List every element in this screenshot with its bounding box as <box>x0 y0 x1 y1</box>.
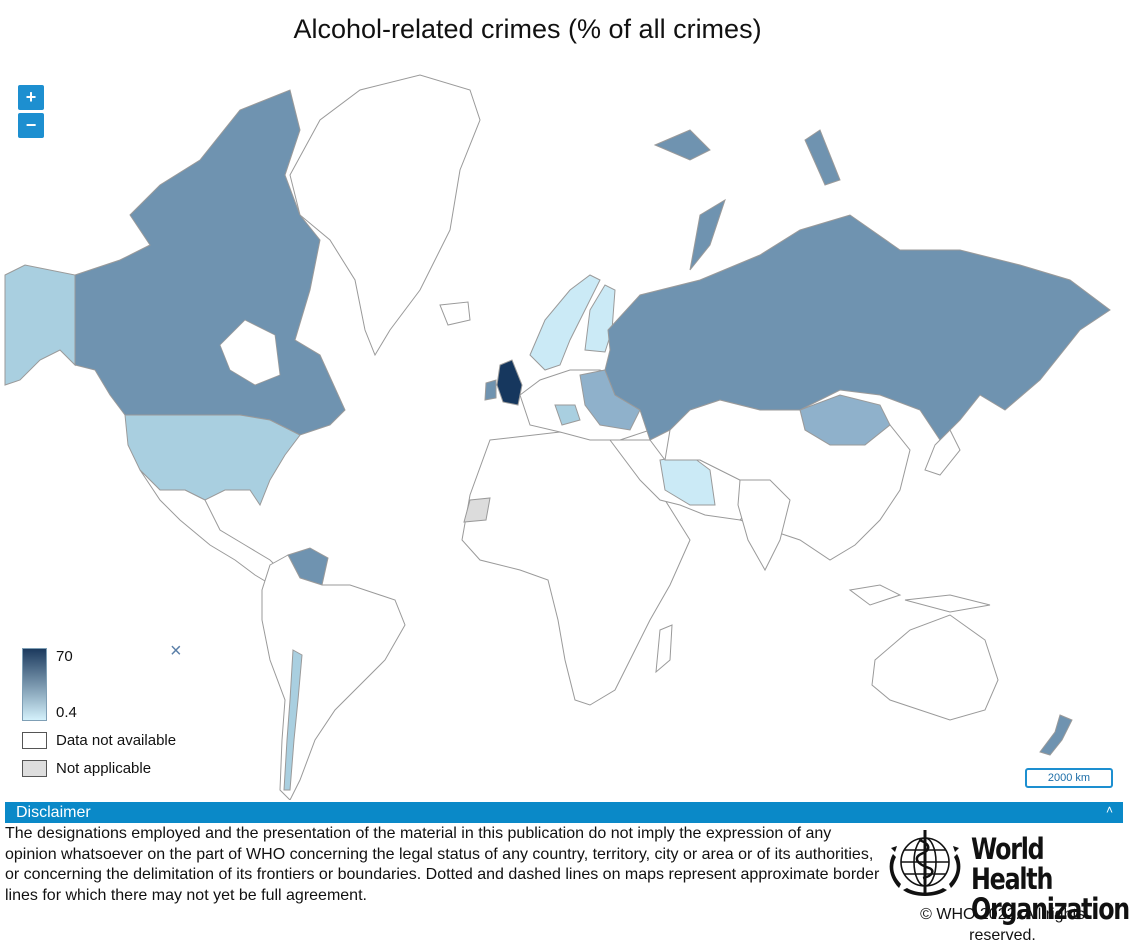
ireland <box>484 379 497 401</box>
greenland <box>289 74 481 357</box>
disclaimer-text: The designations employed and the presen… <box>5 825 880 904</box>
south-america <box>261 554 406 800</box>
south-east-asia <box>664 399 911 561</box>
svalbard <box>653 129 711 161</box>
no-data-label: Data not available <box>56 732 177 749</box>
legend-no-data: Data not available <box>22 732 176 749</box>
legend-gradient <box>22 648 47 721</box>
no-data-swatch <box>22 732 47 749</box>
alaska <box>4 264 76 386</box>
world-map[interactable] <box>0 60 1132 800</box>
finland <box>584 284 616 353</box>
norway-sweden <box>529 274 601 371</box>
madagascar <box>655 624 673 674</box>
legend-not-applicable: Not applicable <box>22 760 151 777</box>
who-copyright: © WHO 2022. All rights reserved. <box>920 906 1085 944</box>
new-zealand <box>1039 714 1073 756</box>
hudson-bay <box>219 319 281 386</box>
indonesia <box>848 584 991 613</box>
australia <box>871 614 999 721</box>
map-title: Alcohol-related crimes (% of all crimes) <box>293 14 762 44</box>
who-name: World Health Organization <box>971 832 1130 926</box>
chile <box>283 649 303 791</box>
western-sahara <box>463 497 491 523</box>
zoom-in-button[interactable]: + <box>18 85 44 110</box>
iceland <box>439 301 471 326</box>
who-emblem-icon <box>889 830 961 896</box>
zoom-out-button[interactable]: − <box>18 113 44 138</box>
legend-min-label: 0.4 <box>56 704 77 721</box>
novaya-zemlya <box>689 198 726 271</box>
russia <box>604 214 1111 441</box>
scale-bar: 2000 km <box>1025 768 1113 788</box>
not-applicable-label: Not applicable <box>56 760 152 777</box>
central-europe <box>554 404 581 426</box>
who-name-line1: World Health <box>971 832 1053 896</box>
united-kingdom <box>496 359 523 406</box>
canada <box>74 89 346 436</box>
legend-close-icon[interactable]: × <box>170 640 182 662</box>
india <box>737 479 791 572</box>
who-name-line2: Organization <box>971 892 1130 926</box>
usa <box>124 414 301 507</box>
who-logo: World Health Organization <box>883 824 1130 924</box>
japan <box>924 429 961 476</box>
severnaya-zemlya <box>804 129 841 186</box>
disclaimer-header[interactable]: Disclaimer ˄ <box>5 802 1123 823</box>
not-applicable-swatch <box>22 760 47 777</box>
legend-max-label: 70 <box>56 648 73 665</box>
collapse-caret-icon[interactable]: ˄ <box>1105 803 1113 817</box>
disclaimer-heading: Disclaimer <box>16 804 91 821</box>
